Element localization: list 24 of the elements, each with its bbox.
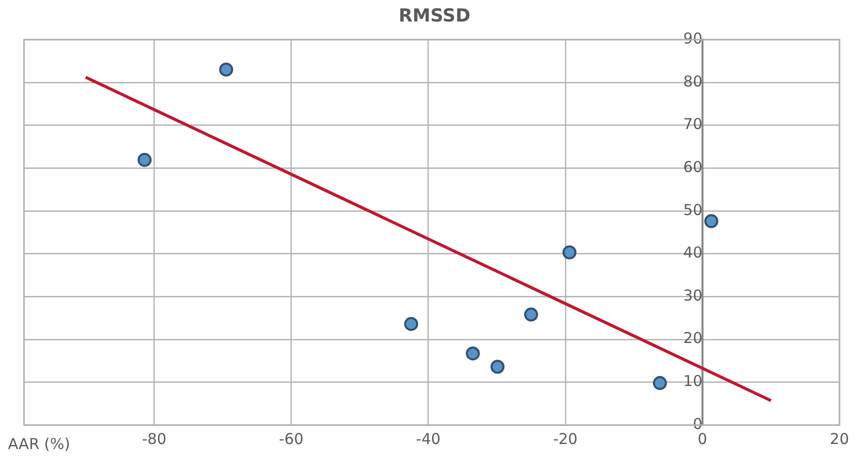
x-tick-label: -40 bbox=[416, 430, 441, 448]
point bbox=[404, 316, 418, 331]
point bbox=[562, 245, 576, 260]
y-tick-label: 10 bbox=[683, 372, 702, 390]
x-tick-label: -20 bbox=[553, 430, 578, 448]
x-tick-label: -60 bbox=[279, 430, 304, 448]
point bbox=[652, 376, 667, 390]
x-tick-label: 20 bbox=[830, 430, 850, 448]
chart-title: RMSSD bbox=[398, 5, 470, 26]
x-axis-title: AAR (%) bbox=[8, 434, 70, 453]
y-tick-label: 60 bbox=[683, 158, 702, 176]
point bbox=[490, 360, 505, 374]
x-tick-label: -80 bbox=[142, 430, 166, 448]
y-tick-label: 70 bbox=[683, 115, 702, 134]
y-tick-label: 30 bbox=[683, 286, 702, 304]
point bbox=[524, 308, 538, 322]
y-tick-label: 20 bbox=[683, 329, 702, 348]
y-tick-label: 80 bbox=[683, 72, 702, 90]
point bbox=[138, 152, 152, 167]
point bbox=[219, 62, 234, 77]
y-tick-label: 50 bbox=[683, 200, 702, 219]
point bbox=[466, 346, 480, 360]
point bbox=[704, 214, 718, 228]
y-tick-label: 40 bbox=[683, 244, 702, 262]
